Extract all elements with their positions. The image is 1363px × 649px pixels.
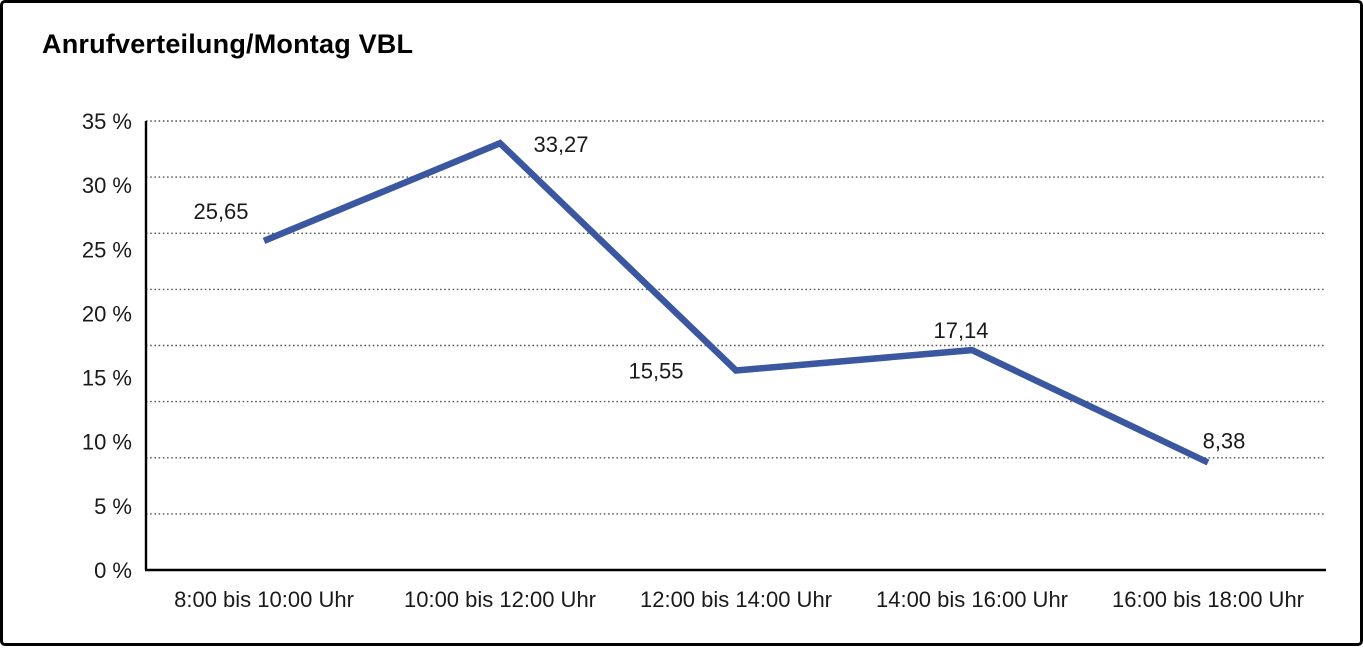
x-axis-tick-label: 14:00 bis 16:00 Uhr: [876, 587, 1068, 612]
line-chart: 35 % 30 % 25 % 20 % 15 % 10 % 5 % 0 % 8:00 bis 1…: [82, 109, 1326, 612]
y-axis-tick-label: 15 %: [82, 366, 132, 391]
y-axis-tick-label: 0 %: [94, 558, 132, 583]
chart-title: Anrufverteilung/Montag VBL: [42, 29, 414, 59]
y-axis-tick-label: 35 %: [82, 109, 132, 134]
x-axis-tick-label: 16:00 bis 18:00 Uhr: [1112, 587, 1304, 612]
y-axis-tick-label: 5 %: [94, 494, 132, 519]
data-line: [262, 139, 1210, 466]
y-axis-tick-label: 20 %: [82, 301, 132, 326]
data-point-label: 33,27: [533, 132, 588, 157]
data-point-label: 8,38: [1203, 429, 1246, 454]
y-axis-tick-label: 10 %: [82, 430, 132, 455]
x-axis-tick-label: 10:00 bis 12:00 Uhr: [404, 587, 596, 612]
data-point-label: 17,14: [933, 318, 988, 343]
y-axis-tick-label: 30 %: [82, 173, 132, 198]
x-axis-tick-label: 8:00 bis 10:00 Uhr: [174, 587, 354, 612]
x-axis-tick-label: 12:00 bis 14:00 Uhr: [640, 587, 832, 612]
data-point-label: 15,55: [628, 359, 683, 384]
data-point-label: 25,65: [193, 199, 248, 224]
y-axis-tick-label: 25 %: [82, 237, 132, 262]
